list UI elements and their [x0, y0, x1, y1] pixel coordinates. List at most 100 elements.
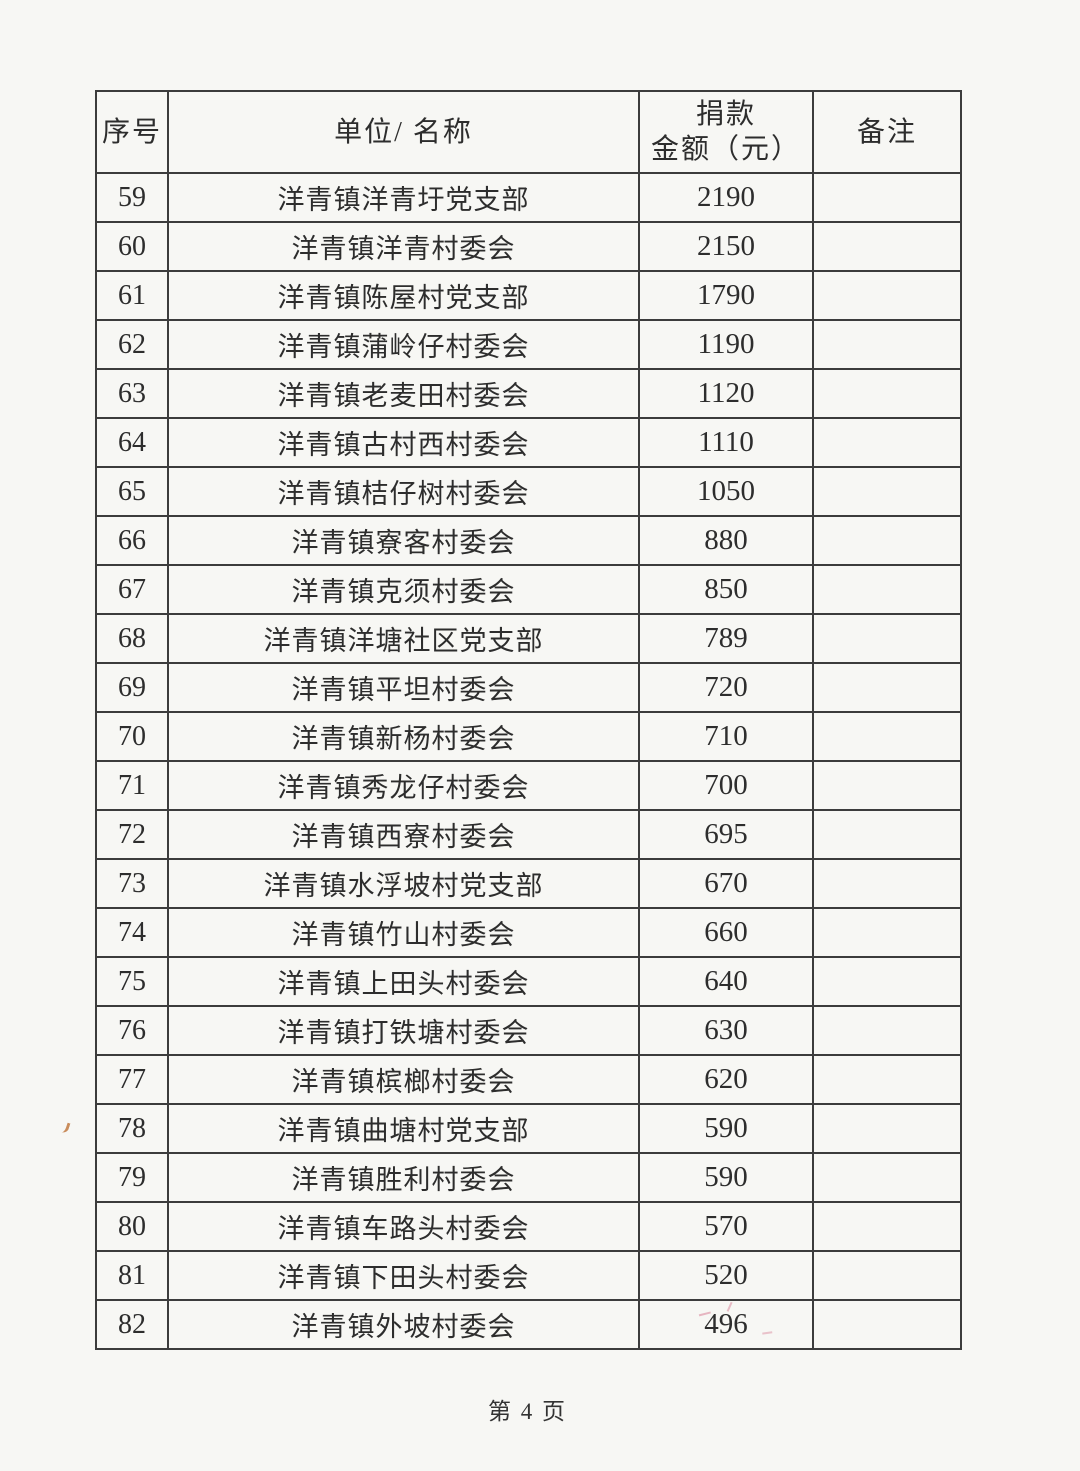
table-body: 59 洋青镇洋青圩党支部 2190 60 洋青镇洋青村委会 2150 61 洋青… — [95, 172, 962, 1350]
row-index: 77 — [95, 1054, 169, 1105]
row-index: 64 — [95, 417, 169, 468]
row-remark — [812, 368, 962, 419]
row-amount: 1110 — [638, 417, 814, 468]
row-amount: 660 — [638, 907, 814, 958]
row-remark — [812, 711, 962, 762]
row-unit-name: 洋青镇打铁塘村委会 — [167, 1005, 640, 1056]
row-amount: 789 — [638, 613, 814, 664]
header-unit-name: 单位/ 名称 — [167, 90, 640, 174]
row-remark — [812, 662, 962, 713]
table-row: 76 洋青镇打铁塘村委会 630 — [95, 1005, 962, 1056]
table-row: 68 洋青镇洋塘社区党支部 789 — [95, 613, 962, 664]
table-row: 70 洋青镇新杨村委会 710 — [95, 711, 962, 762]
row-amount: 880 — [638, 515, 814, 566]
table-row: 74 洋青镇竹山村委会 660 — [95, 907, 962, 958]
row-unit-name: 洋青镇桔仔树村委会 — [167, 466, 640, 517]
table-row: 81 洋青镇下田头村委会 520 — [95, 1250, 962, 1301]
row-unit-name: 洋青镇车路头村委会 — [167, 1201, 640, 1252]
table-row: 66 洋青镇寮客村委会 880 — [95, 515, 962, 566]
row-amount: 710 — [638, 711, 814, 762]
header-donation-amount-line2: 金额（元） — [650, 134, 801, 165]
row-remark — [812, 564, 962, 615]
row-amount: 695 — [638, 809, 814, 860]
row-remark — [812, 1005, 962, 1056]
table-row: 77 洋青镇槟榔村委会 620 — [95, 1054, 962, 1105]
table-row: 75 洋青镇上田头村委会 640 — [95, 956, 962, 1007]
header-row: 序号 单位/ 名称 捐款 金额（元） 备注 — [95, 90, 962, 174]
row-remark — [812, 515, 962, 566]
row-index: 60 — [95, 221, 169, 272]
row-amount: 720 — [638, 662, 814, 713]
table-row: 63 洋青镇老麦田村委会 1120 — [95, 368, 962, 419]
row-remark — [812, 1201, 962, 1252]
row-amount: 520 — [638, 1250, 814, 1301]
row-unit-name: 洋青镇陈屋村党支部 — [167, 270, 640, 321]
row-remark — [812, 417, 962, 468]
table-row: 73 洋青镇水浮坡村党支部 670 — [95, 858, 962, 909]
row-amount: 496 — [638, 1299, 814, 1350]
row-index: 73 — [95, 858, 169, 909]
row-unit-name: 洋青镇胜利村委会 — [167, 1152, 640, 1203]
row-remark — [812, 466, 962, 517]
row-index: 70 — [95, 711, 169, 762]
row-remark — [812, 907, 962, 958]
row-index: 79 — [95, 1152, 169, 1203]
row-unit-name: 洋青镇平坦村委会 — [167, 662, 640, 713]
row-amount: 570 — [638, 1201, 814, 1252]
row-remark — [812, 1054, 962, 1105]
header-index: 序号 — [95, 90, 169, 174]
row-index: 67 — [95, 564, 169, 615]
row-unit-name: 洋青镇老麦田村委会 — [167, 368, 640, 419]
row-unit-name: 洋青镇水浮坡村党支部 — [167, 858, 640, 909]
row-index: 72 — [95, 809, 169, 860]
row-index: 74 — [95, 907, 169, 958]
row-unit-name: 洋青镇洋青村委会 — [167, 221, 640, 272]
table-row: 64 洋青镇古村西村委会 1110 — [95, 417, 962, 468]
row-unit-name: 洋青镇秀龙仔村委会 — [167, 760, 640, 811]
row-remark — [812, 760, 962, 811]
table-row: 82 洋青镇外坡村委会 496 — [95, 1299, 962, 1350]
row-index: 80 — [95, 1201, 169, 1252]
row-remark — [812, 809, 962, 860]
row-index: 78 — [95, 1103, 169, 1154]
table-row: 80 洋青镇车路头村委会 570 — [95, 1201, 962, 1252]
row-unit-name: 洋青镇下田头村委会 — [167, 1250, 640, 1301]
row-remark — [812, 1152, 962, 1203]
row-unit-name: 洋青镇上田头村委会 — [167, 956, 640, 1007]
table-row: 69 洋青镇平坦村委会 720 — [95, 662, 962, 713]
row-index: 81 — [95, 1250, 169, 1301]
row-unit-name: 洋青镇洋青圩党支部 — [167, 172, 640, 223]
row-remark — [812, 221, 962, 272]
row-amount: 700 — [638, 760, 814, 811]
row-remark — [812, 858, 962, 909]
row-unit-name: 洋青镇新杨村委会 — [167, 711, 640, 762]
scan-artifact-comma — [59, 1121, 71, 1134]
table-row: 72 洋青镇西寮村委会 695 — [95, 809, 962, 860]
table-row: 71 洋青镇秀龙仔村委会 700 — [95, 760, 962, 811]
row-amount: 1190 — [638, 319, 814, 370]
row-amount: 590 — [638, 1152, 814, 1203]
table-row: 78 洋青镇曲塘村党支部 590 — [95, 1103, 962, 1154]
header-donation-amount-line1: 捐款 — [695, 99, 756, 130]
row-unit-name: 洋青镇洋塘社区党支部 — [167, 613, 640, 664]
row-amount: 630 — [638, 1005, 814, 1056]
table-row: 67 洋青镇克须村委会 850 — [95, 564, 962, 615]
row-remark — [812, 613, 962, 664]
row-index: 82 — [95, 1299, 169, 1350]
row-remark — [812, 1299, 962, 1350]
row-index: 69 — [95, 662, 169, 713]
row-index: 75 — [95, 956, 169, 1007]
row-remark — [812, 319, 962, 370]
row-unit-name: 洋青镇槟榔村委会 — [167, 1054, 640, 1105]
row-unit-name: 洋青镇竹山村委会 — [167, 907, 640, 958]
table-row: 60 洋青镇洋青村委会 2150 — [95, 221, 962, 272]
row-index: 71 — [95, 760, 169, 811]
page-number: 第 4 页 — [488, 1399, 567, 1424]
table-row: 79 洋青镇胜利村委会 590 — [95, 1152, 962, 1203]
row-amount: 590 — [638, 1103, 814, 1154]
row-index: 76 — [95, 1005, 169, 1056]
row-index: 68 — [95, 613, 169, 664]
row-remark — [812, 172, 962, 223]
row-unit-name: 洋青镇克须村委会 — [167, 564, 640, 615]
